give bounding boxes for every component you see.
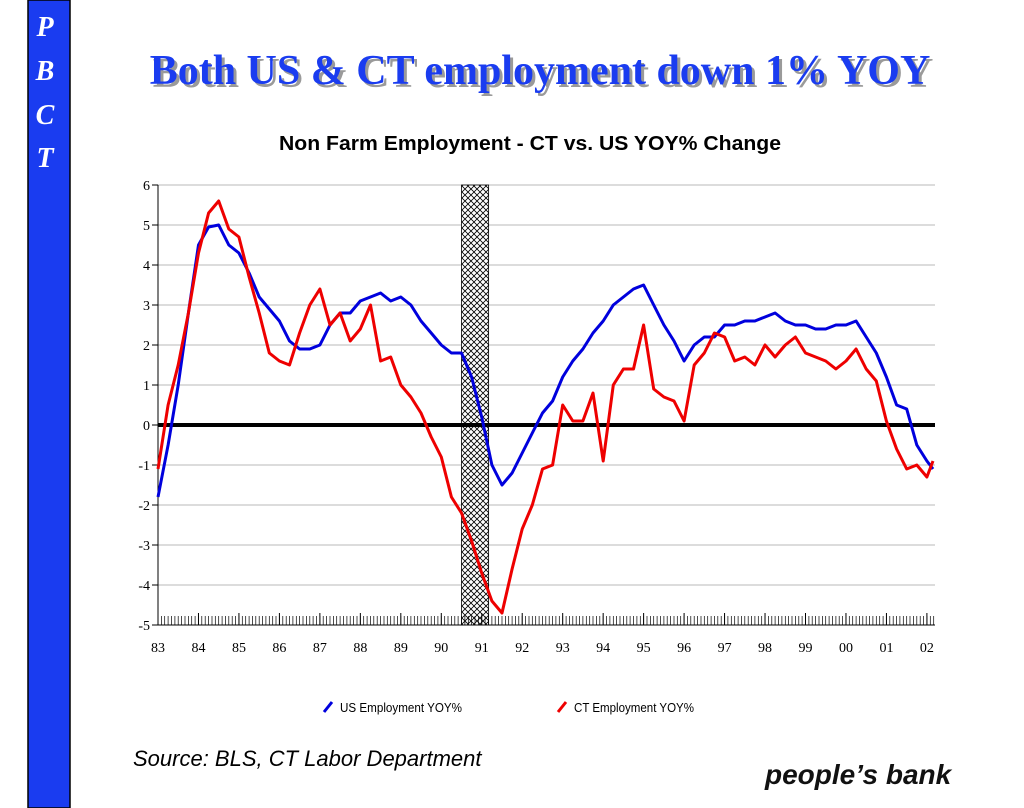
sidebar-letter: P (35, 12, 54, 43)
legend-label: CT Employment YOY% (574, 700, 694, 715)
y-tick-label: 0 (143, 419, 150, 434)
shaded-range (461, 184, 490, 626)
logo: people’s bank (764, 759, 953, 790)
x-tick-label: 91 (475, 641, 489, 656)
legend-swatch (556, 701, 568, 713)
x-tick-label: 98 (758, 641, 772, 656)
x-tick-label: 87 (313, 641, 327, 656)
x-tick-label: 02 (920, 641, 934, 656)
minor-ticks (157, 616, 935, 625)
x-tick-label: 00 (839, 641, 853, 656)
legend-label: US Employment YOY% (340, 700, 462, 715)
x-tick-label: 92 (515, 641, 529, 656)
y-tick-label: 1 (143, 379, 150, 394)
slide-title: Both US & CT employment down 1% YOY (150, 48, 931, 94)
x-tick-label: 86 (272, 641, 286, 656)
x-tick-label: 90 (434, 641, 448, 656)
series-line (156, 199, 935, 615)
series-line (156, 223, 935, 498)
x-tick-label: 83 (151, 641, 165, 656)
y-tick-label: 3 (143, 299, 150, 314)
x-tick-label: 88 (353, 641, 367, 656)
sidebar (27, 0, 71, 808)
x-tick-label: 89 (394, 641, 408, 656)
title-shadow: Both US & CT employment down 1% YOY (153, 51, 934, 97)
chart-title: Non Farm Employment - CT vs. US YOY% Cha… (279, 133, 781, 155)
x-tick-label: 96 (677, 641, 691, 656)
y-tick-label: -4 (138, 579, 150, 594)
x-tick-label: 97 (718, 641, 732, 656)
sidebar-letter: T (36, 143, 55, 174)
y-tick-label: -5 (138, 619, 150, 634)
x-tick-label: 94 (596, 641, 610, 656)
y-tick-label: 4 (143, 259, 150, 274)
x-tick-label: 99 (799, 641, 813, 656)
y-tick-label: 2 (143, 339, 150, 354)
source-note: Source: BLS, CT Labor Department (133, 746, 482, 771)
x-tick-label: 84 (191, 641, 205, 656)
x-tick-label: 93 (556, 641, 570, 656)
sidebar-letter: C (36, 100, 55, 131)
y-tick-label: 5 (143, 219, 150, 234)
x-tick-label: 01 (879, 641, 893, 656)
y-tick-label: -2 (138, 499, 150, 514)
y-tick-label: 6 (143, 179, 150, 194)
legend-swatch (322, 701, 334, 713)
sidebar-letter: B (35, 56, 55, 87)
x-tick-label: 85 (232, 641, 246, 656)
y-tick-label: -3 (138, 539, 150, 554)
x-tick-label: 95 (637, 641, 651, 656)
y-tick-label: -1 (138, 459, 150, 474)
